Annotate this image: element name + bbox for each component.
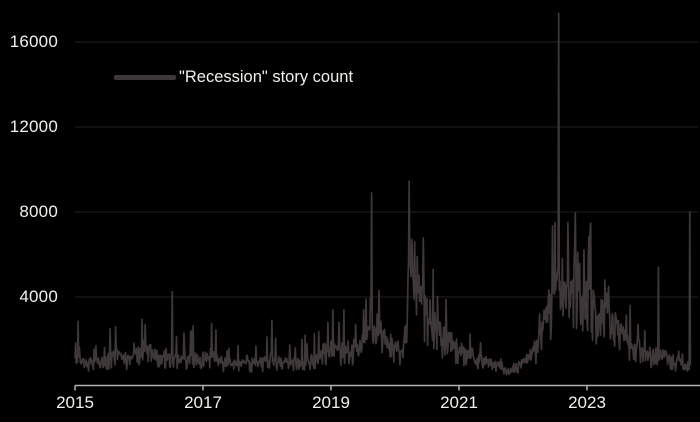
x-axis-label: 2017 xyxy=(184,393,222,412)
x-axis-label: 2019 xyxy=(312,393,350,412)
x-axis-label: 2023 xyxy=(568,393,606,412)
y-axis-label: 16000 xyxy=(9,32,58,51)
recession-story-count-line xyxy=(74,12,692,376)
y-axis-label: 8000 xyxy=(19,202,58,221)
legend-line-swatch xyxy=(114,74,176,80)
x-axis-label: 2015 xyxy=(56,393,94,412)
x-axis-label: 2021 xyxy=(440,393,478,412)
y-axis-label: 12000 xyxy=(9,117,58,136)
legend: "Recession" story count xyxy=(114,68,353,86)
y-axis-label: 4000 xyxy=(19,287,58,306)
legend-label: "Recession" story count xyxy=(179,68,354,86)
